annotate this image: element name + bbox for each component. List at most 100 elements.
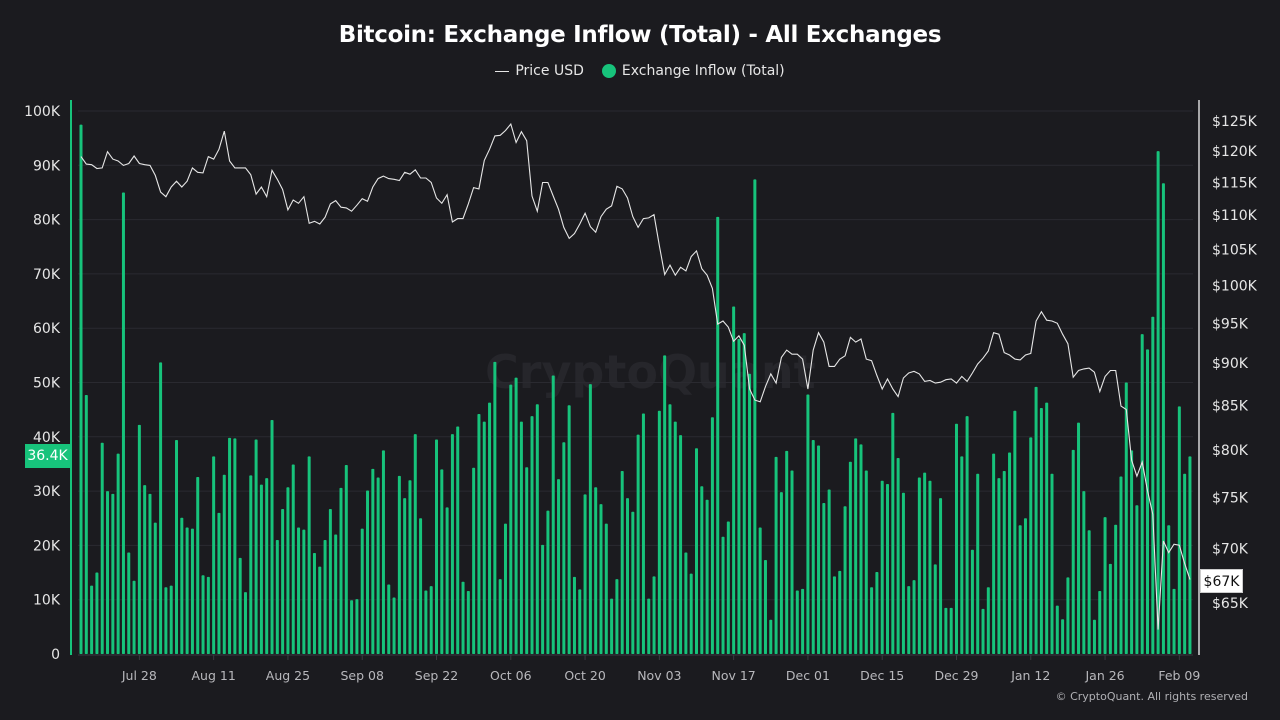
inflow-bar[interactable] <box>222 474 226 654</box>
inflow-bar[interactable] <box>822 503 826 654</box>
inflow-bar[interactable] <box>1135 505 1139 654</box>
inflow-bar[interactable] <box>328 509 332 654</box>
inflow-bar[interactable] <box>859 444 863 654</box>
inflow-bar[interactable] <box>801 588 805 654</box>
inflow-bar[interactable] <box>1018 525 1022 654</box>
inflow-bar[interactable] <box>917 477 921 654</box>
inflow-bar[interactable] <box>360 528 364 654</box>
inflow-bar[interactable] <box>1103 517 1107 654</box>
inflow-bar[interactable] <box>259 484 263 654</box>
inflow-bar[interactable] <box>488 402 492 654</box>
inflow-bar[interactable] <box>137 424 141 654</box>
inflow-bar[interactable] <box>376 477 380 654</box>
inflow-bar[interactable] <box>1092 619 1096 654</box>
inflow-bar[interactable] <box>1140 334 1144 654</box>
inflow-bar[interactable] <box>647 598 651 654</box>
inflow-bar[interactable] <box>498 579 502 654</box>
inflow-bar[interactable] <box>1055 605 1059 654</box>
inflow-bar[interactable] <box>153 522 157 654</box>
inflow-bar[interactable] <box>907 586 911 654</box>
inflow-bar[interactable] <box>366 490 370 654</box>
inflow-bar[interactable] <box>551 375 555 654</box>
inflow-bar[interactable] <box>450 434 454 654</box>
inflow-bar[interactable] <box>896 457 900 654</box>
inflow-bar[interactable] <box>121 192 125 654</box>
inflow-bar[interactable] <box>939 498 943 654</box>
inflow-bar[interactable] <box>212 456 216 654</box>
inflow-bar[interactable] <box>164 587 168 654</box>
inflow-bar[interactable] <box>546 510 550 654</box>
inflow-bar[interactable] <box>737 339 741 654</box>
inflow-bar[interactable] <box>350 600 354 654</box>
inflow-bar[interactable] <box>90 585 94 654</box>
inflow-bar[interactable] <box>567 405 571 654</box>
inflow-bar[interactable] <box>297 527 301 654</box>
inflow-bar[interactable] <box>127 552 131 654</box>
legend-item-price[interactable]: Price USD <box>495 63 584 79</box>
inflow-bar[interactable] <box>185 527 189 654</box>
inflow-bar[interactable] <box>626 498 630 654</box>
inflow-bar[interactable] <box>779 492 783 654</box>
inflow-bar[interactable] <box>461 581 465 654</box>
inflow-bar[interactable] <box>992 453 996 654</box>
inflow-bar[interactable] <box>381 450 385 654</box>
inflow-bar[interactable] <box>1188 456 1192 654</box>
inflow-bar[interactable] <box>233 438 237 654</box>
inflow-bar[interactable] <box>270 419 274 654</box>
inflow-bar[interactable] <box>249 475 253 654</box>
inflow-bar[interactable] <box>981 608 985 654</box>
inflow-bar[interactable] <box>1087 530 1091 654</box>
inflow-bar[interactable] <box>440 469 444 654</box>
inflow-bar[interactable] <box>923 472 927 654</box>
inflow-bar[interactable] <box>795 590 799 654</box>
inflow-bar[interactable] <box>997 478 1001 654</box>
inflow-bar[interactable] <box>827 489 831 654</box>
inflow-bar[interactable] <box>291 464 295 654</box>
inflow-bar[interactable] <box>758 527 762 654</box>
inflow-bar[interactable] <box>901 492 905 654</box>
inflow-bar[interactable] <box>1177 406 1181 654</box>
inflow-bar[interactable] <box>594 487 598 654</box>
inflow-bar[interactable] <box>482 421 486 654</box>
inflow-bar[interactable] <box>413 434 417 654</box>
inflow-bar[interactable] <box>891 412 895 654</box>
inflow-bar[interactable] <box>169 585 173 654</box>
inflow-bar[interactable] <box>519 421 523 654</box>
inflow-bar[interactable] <box>201 575 205 654</box>
inflow-bar[interactable] <box>832 576 836 654</box>
inflow-bar[interactable] <box>806 394 810 654</box>
inflow-bar[interactable] <box>912 580 916 654</box>
inflow-bar[interactable] <box>530 416 534 654</box>
inflow-bar[interactable] <box>116 453 120 654</box>
inflow-bar[interactable] <box>254 439 258 654</box>
inflow-bar[interactable] <box>397 475 401 654</box>
inflow-bar[interactable] <box>986 587 990 654</box>
inflow-bar[interactable] <box>620 471 624 654</box>
inflow-bar[interactable] <box>132 580 136 654</box>
inflow-bar[interactable] <box>344 465 348 654</box>
inflow-bar[interactable] <box>976 473 980 654</box>
inflow-bar[interactable] <box>694 448 698 654</box>
inflow-bar[interactable] <box>742 333 746 654</box>
inflow-bar[interactable] <box>286 487 290 654</box>
inflow-bar[interactable] <box>238 557 242 654</box>
inflow-bar[interactable] <box>583 494 587 654</box>
inflow-bar[interactable] <box>408 480 412 654</box>
inflow-bar[interactable] <box>763 560 767 654</box>
inflow-bar[interactable] <box>1071 449 1075 654</box>
inflow-bar[interactable] <box>668 404 672 654</box>
inflow-bar[interactable] <box>663 355 667 654</box>
inflow-bar[interactable] <box>503 523 507 654</box>
inflow-bar[interactable] <box>1039 408 1043 654</box>
inflow-bar[interactable] <box>753 179 757 654</box>
inflow-bar[interactable] <box>148 493 152 654</box>
inflow-bar[interactable] <box>578 589 582 654</box>
inflow-bar[interactable] <box>928 480 932 654</box>
inflow-bar[interactable] <box>960 456 964 654</box>
inflow-bar[interactable] <box>557 479 561 654</box>
inflow-bar[interactable] <box>954 423 958 654</box>
inflow-bar[interactable] <box>466 591 470 654</box>
inflow-bar[interactable] <box>588 384 592 654</box>
inflow-bar[interactable] <box>456 426 460 654</box>
inflow-bar[interactable] <box>1130 450 1134 654</box>
